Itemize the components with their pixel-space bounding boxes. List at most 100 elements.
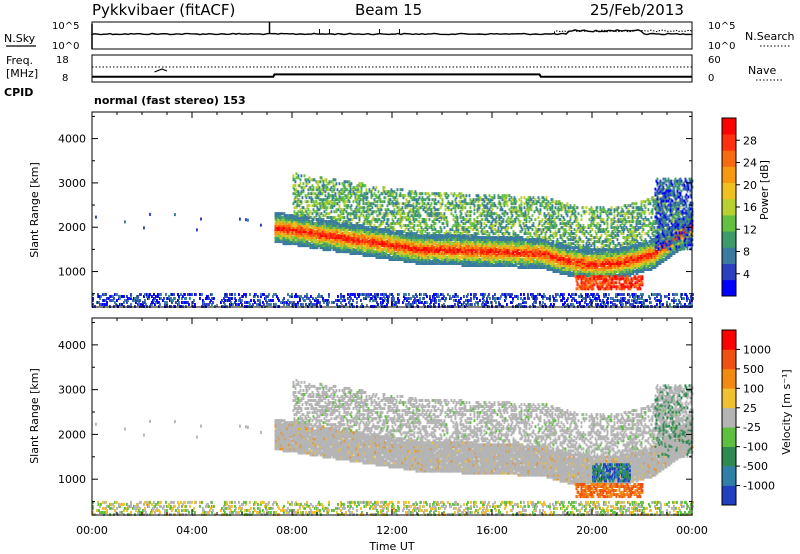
power-cell: [347, 232, 350, 236]
power-cell: [298, 226, 301, 230]
power-cell: [326, 228, 329, 232]
power-cell: [333, 186, 336, 190]
power-cell: [341, 224, 344, 228]
power-cell: [334, 230, 337, 234]
power-cell: [337, 238, 340, 242]
power-cell: [332, 188, 335, 192]
power-cell: [290, 214, 293, 218]
power-cell: [348, 232, 351, 236]
power-cell: [333, 238, 336, 242]
power-cell: [343, 228, 346, 232]
power-cell: [288, 224, 291, 228]
power-cell: [299, 192, 302, 196]
power-cell: [277, 236, 280, 240]
freq-glitch: [154, 68, 168, 73]
power-cell: [325, 220, 328, 224]
power-cell: [318, 190, 321, 194]
power-cell: [344, 222, 347, 226]
power-cell: [345, 220, 348, 224]
power-cell: [341, 198, 344, 202]
power-cell: [319, 206, 322, 210]
power-cell: [339, 244, 342, 248]
power-cell: [287, 220, 290, 224]
power-cell: [337, 224, 340, 228]
power-cell: [332, 244, 335, 248]
power-cell: [297, 224, 300, 228]
power-cell: [326, 226, 329, 230]
power-cell: [373, 250, 376, 254]
power-cell: [366, 192, 369, 196]
power-cell: [284, 236, 287, 240]
power-cell: [299, 216, 302, 220]
power-cell: [440, 228, 443, 232]
power-cell: [344, 240, 347, 244]
power-cell: [296, 216, 299, 220]
power-cell: [307, 226, 310, 230]
power-cell: [293, 238, 296, 242]
power-cell: [339, 234, 342, 238]
power-cell: [434, 198, 437, 202]
power-cell: [299, 240, 302, 244]
power-cell: [307, 224, 310, 228]
power-cell: [295, 216, 298, 220]
power-cell: [293, 188, 296, 192]
power-cell: [299, 182, 302, 186]
power-cell: [284, 226, 287, 230]
power-cell: [313, 204, 316, 208]
power-cell: [334, 238, 337, 242]
power-cell: [295, 218, 298, 222]
power-cell: [306, 242, 309, 246]
power-cell: [341, 236, 344, 240]
power-cell: [329, 248, 332, 252]
nsearch-right-tick-low: 10^0: [708, 41, 735, 52]
power-cell: [436, 218, 439, 222]
power-cell: [295, 228, 298, 232]
power-cell: [318, 186, 321, 190]
power-cell: [326, 238, 329, 242]
power-cell: [297, 190, 300, 194]
power-cell: [368, 214, 371, 218]
power-cell: [345, 244, 348, 248]
power-cell: [349, 206, 352, 210]
power-cell: [283, 240, 286, 244]
power-cell: [308, 230, 311, 234]
power-cell: [279, 222, 282, 226]
power-cell: [412, 202, 415, 206]
power-cell: [438, 230, 441, 234]
power-cell: [287, 236, 290, 240]
power-cell: [495, 230, 498, 234]
power-cell: [338, 182, 341, 186]
power-cell: [324, 220, 327, 224]
power-cell: [346, 214, 349, 218]
power-cell: [315, 240, 318, 244]
power-cell: [298, 220, 301, 224]
power-cell: [364, 184, 367, 188]
power-cell: [514, 232, 517, 236]
power-cell: [297, 184, 300, 188]
power-cell: [290, 228, 293, 232]
power-cell: [292, 238, 295, 242]
power-cell: [341, 196, 344, 200]
power-cell: [280, 222, 283, 226]
power-cell: [316, 206, 319, 210]
power-cell: [290, 242, 293, 246]
power-cell: [337, 244, 340, 248]
power-cell: [462, 222, 465, 226]
power-cell: [338, 246, 341, 250]
power-cell: [284, 242, 287, 246]
power-cell: [301, 220, 304, 224]
power-cell: [301, 238, 304, 242]
power-cell: [292, 240, 295, 244]
power-cell: [415, 218, 418, 222]
power-cell: [326, 198, 329, 202]
power-cell: [279, 226, 282, 230]
power-cell: [323, 202, 326, 206]
power-cell: [293, 240, 296, 244]
power-cell: [315, 222, 318, 226]
power-cell: [293, 228, 296, 232]
power-cell: [279, 240, 282, 244]
power-cell: [296, 200, 299, 204]
power-cell: [279, 216, 282, 220]
power-cell: [287, 218, 290, 222]
power-cell: [345, 206, 348, 210]
